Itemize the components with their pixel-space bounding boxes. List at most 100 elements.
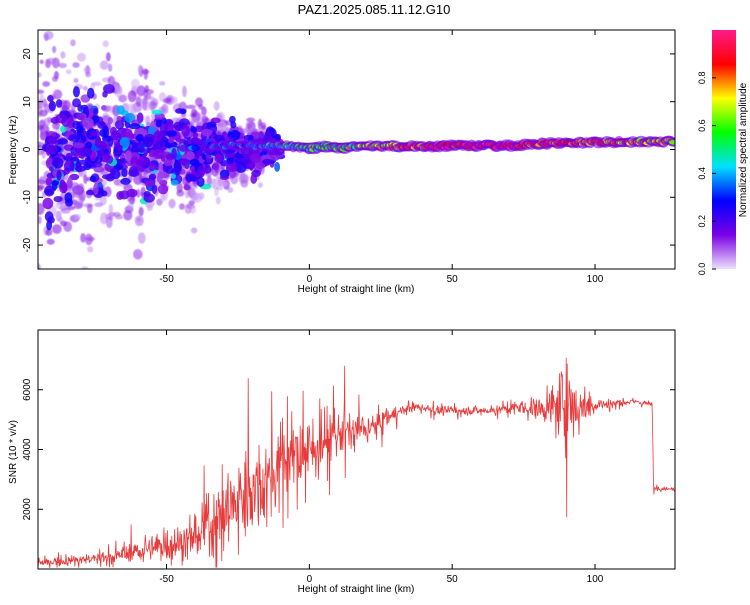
spectrogram-blob	[60, 220, 67, 227]
spectrogram-blob	[191, 137, 201, 143]
spectrogram-panel: -50 0 50 100 -20 -10 0 10 20 Height of straight…	[8, 29, 676, 295]
spectrogram-blob	[189, 158, 200, 167]
spectrogram-blob	[230, 121, 237, 129]
spectrogram-blob	[225, 163, 238, 173]
spectrogram-blob	[143, 193, 155, 203]
spectrogram-blob	[168, 138, 175, 144]
spectrogram-blob	[131, 78, 140, 89]
spectrogram-blob	[97, 121, 107, 129]
spectrogram-blob	[73, 142, 85, 149]
spectrogram-blob	[53, 196, 63, 203]
spectrogram-blob	[191, 144, 200, 151]
spectrogram-blob	[128, 169, 140, 177]
spectrogram-blob	[61, 185, 68, 194]
spectrogram-blob	[229, 115, 236, 124]
spectrogram-blob	[56, 170, 62, 181]
spectrogram-blob	[75, 201, 84, 208]
spectrogram-blob	[190, 175, 198, 182]
spectrogram-blob	[186, 152, 196, 159]
spectrogram-blob	[73, 78, 79, 84]
spectrogram-blob	[144, 180, 155, 188]
spectrogram-blob	[85, 141, 93, 149]
spectrogram-blob	[170, 179, 179, 186]
spectrogram-blob	[215, 186, 224, 191]
spectrogram-blob	[150, 96, 156, 104]
spectrogram-blob	[38, 263, 41, 269]
snr-y-tick-label: 6000	[22, 378, 33, 401]
colorbar-ticks: 0.0 0.2 0.4 0.6 0.8	[697, 72, 716, 275]
spectrogram-y-tick-label: 10	[22, 96, 33, 108]
snr-y-ticks: 2000 4000 6000	[22, 378, 675, 520]
spectrogram-blob	[171, 147, 177, 160]
spectrogram-blob	[103, 83, 115, 94]
colorbar-tick-label: 0.4	[697, 167, 707, 180]
spectrogram-blob	[219, 174, 229, 181]
spectrogram-blob	[102, 40, 109, 48]
spectrogram-blob	[190, 227, 198, 234]
spectrogram-blob	[213, 101, 220, 111]
spectrogram-blob	[127, 90, 137, 103]
spectrogram-blob	[116, 191, 124, 200]
spectrogram-blob	[60, 51, 66, 59]
spectrogram-blob	[206, 175, 213, 187]
spectrogram-blob	[118, 86, 123, 95]
spectrogram-blob	[192, 131, 199, 139]
spectrogram-blob	[83, 174, 88, 185]
spectrogram-blob	[136, 85, 146, 97]
spectrogram-blob	[56, 138, 69, 145]
spectrogram-blob	[72, 86, 80, 98]
snr-x-tick-label: 100	[587, 574, 604, 585]
spectrogram-blob	[91, 161, 103, 168]
spectrogram-blob	[137, 64, 143, 73]
spectrogram-blob	[130, 156, 139, 168]
spectrogram-blob	[46, 57, 56, 65]
spectrogram-blob	[147, 126, 156, 135]
spectrogram-blob	[214, 153, 224, 163]
spectrogram-blob	[165, 130, 177, 137]
spectrogram-blob	[141, 98, 148, 111]
snr-y-tick-label: 2000	[22, 498, 33, 521]
spectrogram-blob	[85, 71, 92, 78]
spectrogram-blob	[116, 105, 125, 115]
colorbar-gradient	[712, 30, 736, 269]
spectrogram-blob	[93, 166, 105, 173]
spectrogram-y-tick-label: 0	[22, 146, 33, 152]
spectrogram-blob	[46, 137, 58, 144]
snr-x-tick-label: 50	[447, 574, 459, 585]
spectrogram-blob	[164, 123, 175, 130]
spectrogram-blob	[152, 149, 163, 159]
snr-x-label: Height of straight line (km)	[298, 584, 415, 595]
spectrogram-blob	[76, 114, 86, 121]
spectrogram-blob	[94, 202, 104, 208]
spectrogram-blob	[163, 159, 173, 167]
spectrogram-blob	[81, 266, 89, 269]
spectrogram-blob	[126, 103, 136, 116]
spectrogram-blob	[77, 52, 86, 62]
spectrogram-blob	[82, 86, 88, 91]
spectrogram-blob	[201, 153, 208, 160]
spectrogram-blob	[274, 161, 281, 172]
spectrogram-blob	[77, 104, 83, 112]
spectrogram-blob	[137, 232, 146, 244]
spectrogram-y-ticks: -20 -10 0 10 20	[22, 48, 675, 252]
spectrogram-blob	[63, 159, 74, 172]
spectrogram-blob	[46, 238, 55, 245]
spectrogram-blob	[215, 196, 221, 205]
snr-series-line	[38, 357, 675, 568]
spectrogram-blob	[148, 173, 157, 180]
spectrogram-blob	[117, 164, 124, 170]
spectrogram-blob	[38, 203, 45, 215]
spectrogram-blob	[243, 134, 254, 141]
spectrogram-blob	[47, 94, 54, 102]
spectrogram-blob	[110, 132, 122, 141]
spectrogram-blob	[108, 104, 113, 114]
spectrogram-blob	[118, 94, 127, 103]
spectrogram-blob	[45, 177, 53, 186]
spectrogram-blob	[166, 97, 173, 102]
spectrogram-blob	[58, 62, 67, 69]
spectrogram-blob	[47, 144, 58, 155]
spectrogram-blob	[178, 158, 189, 165]
spectrogram-blob	[51, 224, 62, 234]
spectrogram-blob	[124, 150, 132, 162]
